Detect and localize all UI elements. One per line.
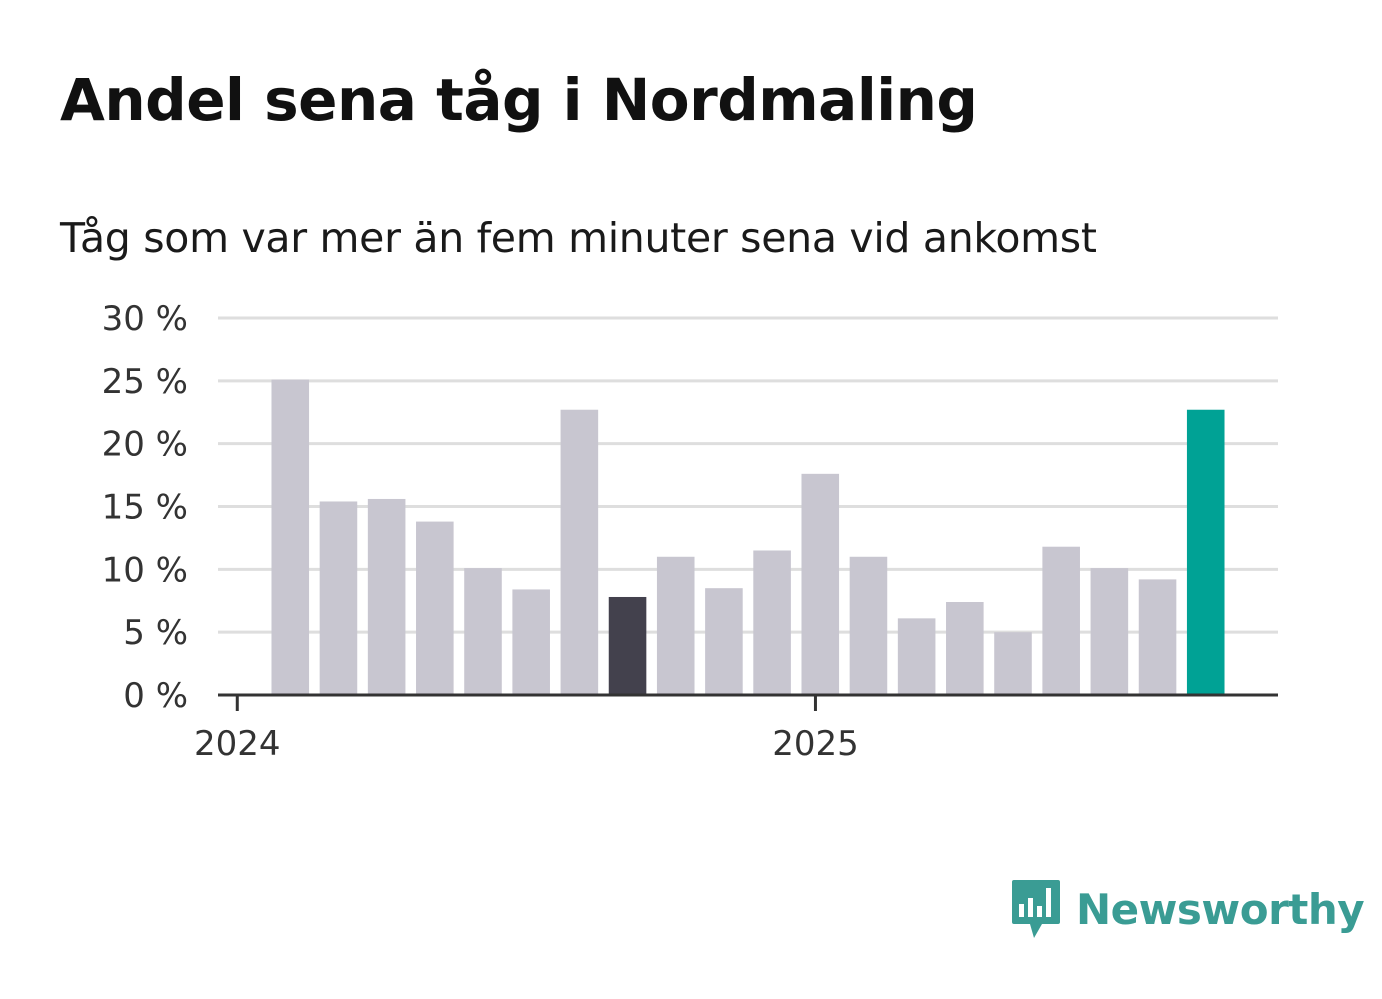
bar bbox=[512, 589, 550, 695]
bar bbox=[849, 556, 888, 695]
bar bbox=[560, 409, 599, 695]
bar bbox=[897, 618, 936, 695]
bar bbox=[319, 501, 358, 695]
y-tick-label: 25 % bbox=[102, 362, 188, 402]
y-tick-label: 0 % bbox=[123, 676, 188, 716]
bar bbox=[416, 521, 454, 695]
bar bbox=[994, 632, 1032, 695]
y-tick-label: 30 % bbox=[102, 299, 188, 339]
bar bbox=[801, 473, 840, 695]
y-tick-label: 20 % bbox=[102, 425, 188, 465]
bar bbox=[1138, 579, 1177, 695]
bar bbox=[464, 568, 502, 695]
y-tick-label: 10 % bbox=[102, 550, 188, 590]
chart-title: Andel sena tåg i Nordmaling bbox=[60, 66, 978, 134]
y-tick-label: 5 % bbox=[123, 613, 188, 653]
chart-subtitle: Tåg som var mer än fem minuter sena vid … bbox=[60, 214, 1097, 262]
bar bbox=[946, 602, 984, 695]
x-tick-label: 2025 bbox=[772, 724, 859, 764]
bar bbox=[705, 588, 743, 695]
bar bbox=[1042, 546, 1080, 695]
x-tick-label: 2024 bbox=[194, 724, 281, 764]
bar bbox=[1090, 568, 1129, 695]
brand-name: Newsworthy bbox=[1076, 884, 1365, 934]
bar bbox=[753, 550, 791, 695]
newsworthy-logo-icon bbox=[1012, 880, 1060, 938]
bar bbox=[656, 556, 695, 695]
y-tick-label: 15 % bbox=[102, 488, 188, 528]
bar bbox=[367, 498, 406, 695]
bar bbox=[608, 596, 647, 695]
bar bbox=[1186, 409, 1225, 695]
newsworthy-logo: Newsworthy bbox=[1010, 878, 1365, 940]
bar bbox=[271, 379, 310, 695]
